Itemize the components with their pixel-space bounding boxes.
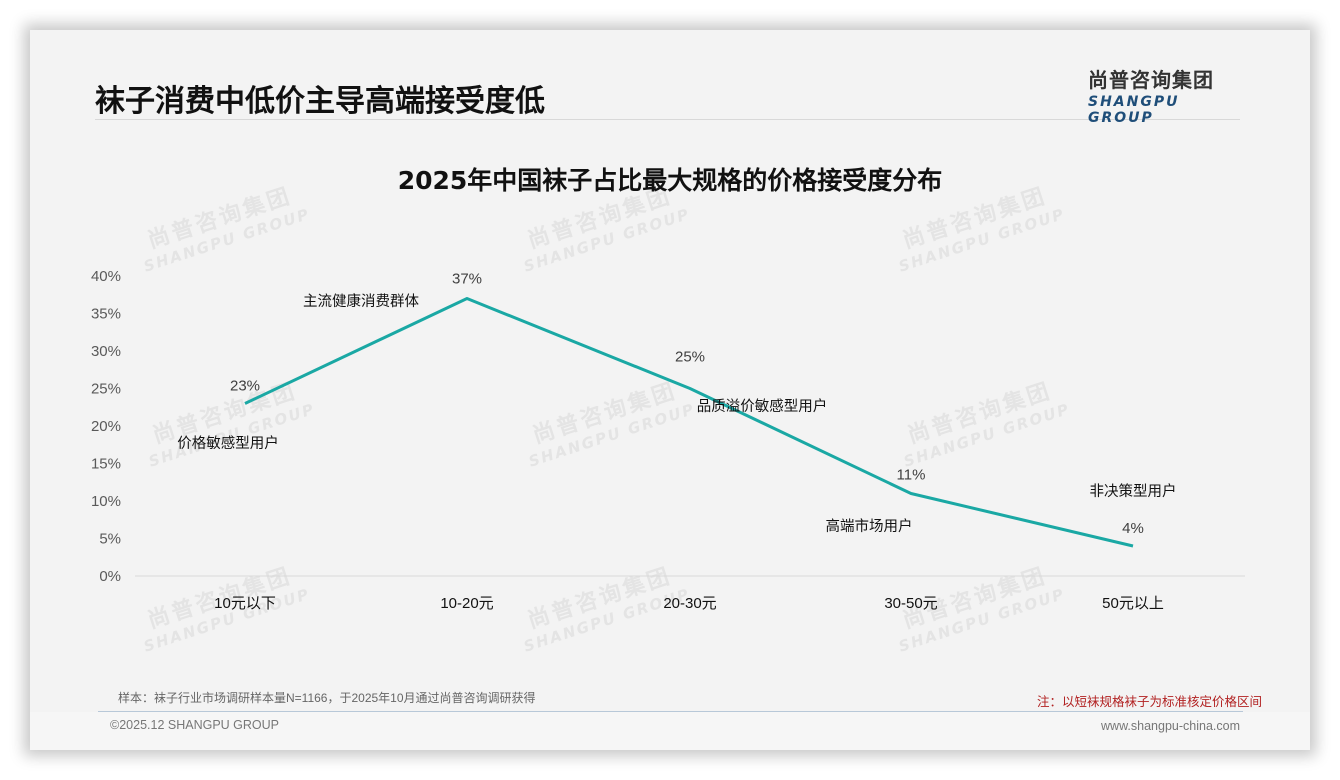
copyright: ©2025.12 SHANGPU GROUP — [110, 718, 279, 732]
logo-en-text: SHANGPU GROUP — [1088, 94, 1180, 126]
line-chart: 0% 5% 10% 15% 20% 25% 30% 35% 40% 10元以下 10-20元 20-… — [91, 268, 1245, 612]
x-tick-label: 10元以下 — [214, 595, 276, 612]
slide: 袜子消费中低价主导高端接受度低 尚普咨询集团 SHANGPU GROUP 尚普咨… — [30, 30, 1310, 750]
title-divider — [95, 119, 1240, 120]
data-value-label: 25% — [675, 349, 705, 366]
data-value-label: 11% — [897, 467, 926, 484]
segment-annotation: 品质溢价敏感型用户 — [697, 398, 828, 415]
x-tick-label: 10-20元 — [440, 595, 493, 612]
chart-title: 2025年中国袜子占比最大规格的价格接受度分布 — [397, 166, 943, 195]
x-tick-label: 50元以上 — [1102, 595, 1164, 612]
segment-annotation: 价格敏感型用户 — [177, 435, 279, 452]
price-range-note: 注：以短袜规格袜子为标准核定价格区间 — [1036, 695, 1262, 709]
y-tick-label: 5% — [99, 531, 121, 548]
logo-cn-text: 尚普咨询集团 — [1088, 68, 1214, 92]
segment-annotation: 高端市场用户 — [826, 518, 913, 535]
data-value-label: 4% — [1122, 520, 1144, 537]
y-tick-label: 25% — [91, 381, 121, 398]
y-axis: 0% 5% 10% 15% 20% 25% 30% 35% 40% — [91, 268, 121, 585]
y-tick-label: 40% — [91, 268, 121, 285]
series-line — [244, 297, 1134, 548]
footer-band — [30, 712, 1310, 750]
y-tick-label: 35% — [91, 306, 121, 323]
x-tick-label: 20-30元 — [663, 595, 716, 612]
page-title: 袜子消费中低价主导高端接受度低 — [95, 84, 545, 119]
x-axis: 10元以下 10-20元 20-30元 30-50元 50元以上 — [214, 595, 1164, 612]
y-tick-label: 0% — [99, 568, 121, 585]
value-labels: 23% 37% 25% 11% 4% — [230, 271, 1144, 538]
company-logo: 尚普咨询集团 SHANGPU GROUP — [1088, 64, 1248, 126]
sample-note: 样本：袜子行业市场调研样本量N=1166，于2025年10月通过尚普咨询调研获得 — [118, 691, 536, 705]
segment-annotation: 主流健康消费群体 — [303, 293, 419, 310]
y-tick-label: 15% — [91, 456, 121, 473]
footer-divider — [98, 711, 1243, 712]
segment-annotation: 非决策型用户 — [1090, 483, 1177, 500]
data-value-label: 37% — [452, 271, 482, 288]
data-value-label: 23% — [230, 378, 260, 395]
x-tick-label: 30-50元 — [884, 595, 937, 612]
website-link[interactable]: www.shangpu-china.com — [1101, 719, 1240, 733]
y-tick-label: 30% — [91, 343, 121, 360]
y-tick-label: 20% — [91, 418, 121, 435]
y-tick-label: 10% — [91, 493, 121, 510]
